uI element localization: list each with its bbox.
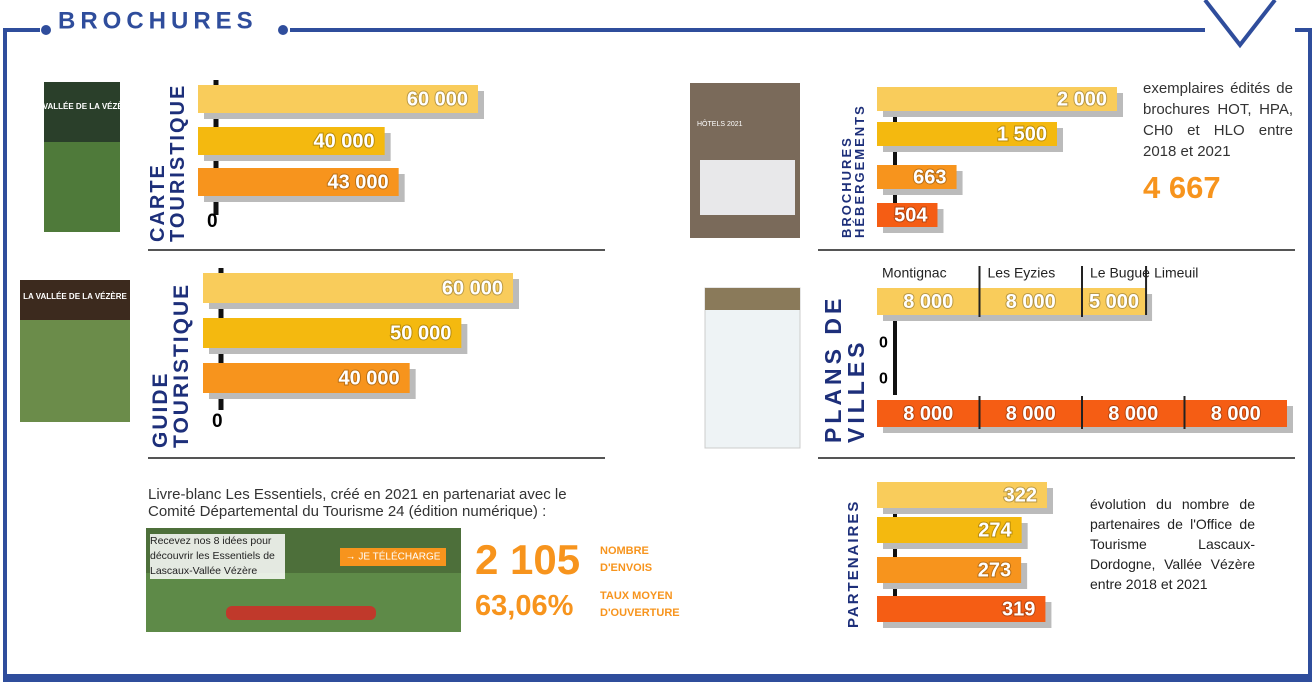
value-label: 43 000 [327,171,388,193]
intro: Livre-blanc Les Essentiels, créé en 2021… [148,486,567,520]
bar-segment [1082,288,1147,315]
stat-label: NOMBRE D'ENVOIS [600,545,653,574]
bar-segment [979,400,1082,427]
cover-image [20,280,130,320]
note: exemplaires édités de brochures HOT, HPA… [1143,80,1293,160]
title: BROCHURES [58,7,258,34]
value-label: 8 000 [903,291,953,313]
map-image [705,288,800,310]
value-label: 663 [913,166,946,188]
total: 4 667 [1143,170,1221,205]
value-label: 60 000 [407,88,468,110]
bar [198,127,385,155]
value-label: 40 000 [313,130,374,152]
note: évolution du nombre de partenaires de l'… [1090,496,1255,592]
value-label: 273 [978,559,1011,581]
value-label: 5 000 [1089,291,1139,313]
chevron [1203,0,1277,49]
dot [41,25,51,35]
y-axis-label: GUIDE TOURISTIQUE [149,282,193,448]
bar [877,87,1117,111]
bar-segment [877,288,980,315]
bar [877,596,1046,622]
value-label: 322 [1004,484,1037,506]
value-label: 8 000 [1006,291,1056,313]
value-label: 0 [879,371,888,388]
value-label: 319 [1002,598,1035,620]
value-label: 40 000 [338,367,399,389]
bar-segment [979,288,1082,315]
frame [3,28,1312,682]
map-image [704,287,801,449]
stat-label: TAUX MOYEN D'OUVERTURE [600,590,680,619]
stat-value: 63,06% [475,590,574,622]
bar [198,85,478,113]
bar [877,203,938,227]
value-label: 8 000 [903,403,953,425]
button[interactable] [340,548,446,566]
legend-entry: Les Eyzies [988,265,1056,281]
stat-value: 2 105 [475,536,581,583]
value-label: 504 [894,204,928,226]
bar [198,168,399,196]
cover-image [700,160,795,215]
y-axis-label: CARTE TOURISTIQUE [147,83,189,242]
value-label: 8 000 [1006,403,1056,425]
value-label: 60 000 [442,277,503,299]
value-label: 50 000 [390,322,451,344]
bar-segment [877,400,980,427]
dot [278,25,288,35]
bar-segment [1184,400,1287,427]
y-axis-label: PARTENAIRES [845,499,862,628]
value-label: 2 000 [1057,88,1107,110]
value-label: 0 [879,335,888,352]
bar [203,273,513,303]
y-axis-label: PLANS DE VILLES [820,294,869,443]
bar [877,557,1022,583]
x-tick-label: 0 [212,411,223,432]
cover-text: LA VALLÉE DE LA VÉZÈRE [30,102,134,111]
legend-entry: Montignac [882,265,947,281]
cover-text: LA VALLÉE DE LA VÉZÈRE [23,292,127,301]
y-axis-label: BROCHURES HÉBERGEMENTS [839,104,867,238]
bar [877,517,1022,543]
value-label: 274 [978,519,1012,541]
bar [877,165,957,189]
button-label[interactable]: → JE TÉLÉCHARGE [346,550,441,563]
bar [877,482,1047,508]
banner-text: Recevez nos 8 idées pour découvrir les E… [150,534,285,579]
bar [877,122,1057,146]
value-label: 8 000 [1108,403,1158,425]
legend-entry: Le Bugue [1090,265,1150,281]
x-tick-label: 0 [207,211,218,232]
bar-segment [1082,400,1185,427]
canoe [226,606,376,620]
value-label: 1 500 [997,123,1047,145]
cover-text: HÔTELS 2021 [697,119,743,128]
value-label: 8 000 [1211,403,1261,425]
cover-image [44,82,120,142]
legend-entry: Limeuil [1154,265,1198,281]
bar [203,363,410,393]
bar [203,318,462,348]
